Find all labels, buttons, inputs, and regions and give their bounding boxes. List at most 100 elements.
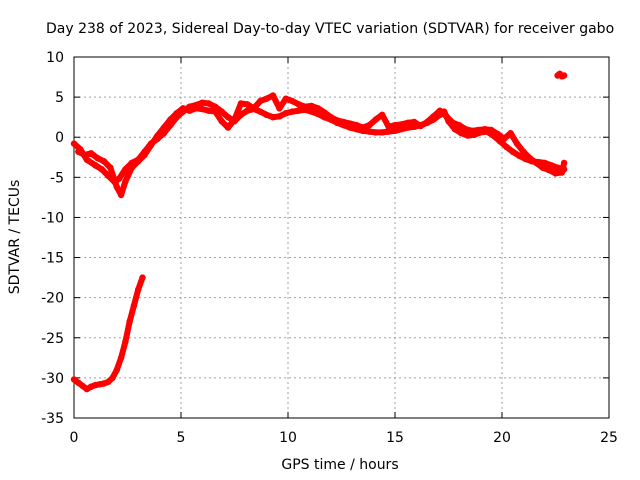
data-point xyxy=(468,127,476,134)
data-point xyxy=(449,119,456,127)
y-tick-label: -20 xyxy=(41,291,64,307)
x-tick-label: 20 xyxy=(493,430,511,446)
data-point xyxy=(269,114,277,121)
data-point xyxy=(385,128,392,135)
data-point xyxy=(500,135,508,142)
data-point xyxy=(122,178,129,185)
data-point xyxy=(237,100,245,107)
data-point xyxy=(75,148,82,155)
data-point xyxy=(130,302,138,309)
data-point xyxy=(385,123,392,130)
y-tick-label: -5 xyxy=(50,170,64,186)
data-point xyxy=(513,140,521,147)
data-point xyxy=(70,140,78,147)
data-point xyxy=(548,162,555,169)
y-tick-labels: -35 -30 -25 -20 -15 -10 -5 0 5 10 xyxy=(41,50,64,427)
series-line xyxy=(71,274,146,393)
data-point xyxy=(276,113,283,120)
data-point xyxy=(218,118,225,125)
data-point xyxy=(507,130,514,137)
x-tick-label: 25 xyxy=(600,430,618,446)
data-point xyxy=(308,108,315,115)
y-axis-label: SDTVAR / TECUs xyxy=(7,180,23,295)
gridlines xyxy=(74,57,609,418)
data-point xyxy=(269,92,277,99)
x-tick-label: 10 xyxy=(279,430,297,446)
data-point xyxy=(509,148,516,155)
data-point xyxy=(359,124,367,131)
data-point xyxy=(560,159,568,167)
data-point xyxy=(558,169,566,176)
data-point xyxy=(526,154,533,162)
data-point xyxy=(334,117,341,124)
data-point xyxy=(379,129,386,136)
y-tick-label: 5 xyxy=(55,90,64,106)
data-point xyxy=(346,120,354,127)
data-point xyxy=(436,107,444,114)
data-point xyxy=(141,151,148,159)
data-point xyxy=(545,166,553,174)
data-point xyxy=(212,108,219,115)
data-point xyxy=(224,114,232,121)
data-point xyxy=(98,166,106,173)
y-tick-label: -25 xyxy=(41,331,64,347)
y-tick-label: -10 xyxy=(41,210,64,226)
x-tick-label: 0 xyxy=(70,430,79,446)
x-axis-label: GPS time / hours xyxy=(281,457,398,473)
data-point xyxy=(199,105,206,113)
data-point xyxy=(327,114,334,121)
data-point xyxy=(100,158,108,165)
data-point xyxy=(458,130,465,137)
data-point xyxy=(257,108,264,115)
data-point xyxy=(391,122,399,129)
data-point xyxy=(314,105,322,112)
data-point xyxy=(205,100,212,107)
data-point xyxy=(456,122,463,129)
data-point xyxy=(308,102,315,110)
data-point xyxy=(560,72,568,79)
y-tick-label: 10 xyxy=(46,50,64,66)
data-point xyxy=(379,111,386,119)
data-point xyxy=(301,103,309,110)
data-point xyxy=(552,170,559,177)
data-point xyxy=(92,162,99,169)
data-point xyxy=(154,132,161,139)
data-point xyxy=(515,152,523,159)
data-point xyxy=(411,118,418,126)
data-point xyxy=(475,126,482,134)
data-point xyxy=(135,158,142,165)
data-point xyxy=(186,107,193,114)
data-point xyxy=(113,183,121,191)
data-point xyxy=(81,151,88,159)
data-point xyxy=(488,126,495,134)
y-tick-label: 0 xyxy=(55,130,64,146)
data-point xyxy=(199,99,206,106)
chart-title: Day 238 of 2023, Sidereal Day-to-day VTE… xyxy=(46,21,614,37)
x-tick-labels: 0 5 10 15 20 25 xyxy=(70,430,618,446)
data-point xyxy=(462,126,469,133)
data-point xyxy=(503,143,510,150)
y-tick-label: -15 xyxy=(41,251,64,267)
data-point xyxy=(276,105,283,112)
data-point xyxy=(173,110,180,117)
data-point xyxy=(83,156,91,163)
data-point xyxy=(94,154,101,162)
data-point xyxy=(105,378,112,386)
data-point xyxy=(417,122,424,130)
data-point xyxy=(289,108,296,115)
data-point xyxy=(205,107,212,114)
x-tick-label: 15 xyxy=(386,430,404,446)
data-point xyxy=(87,150,95,157)
y-tick-label: -30 xyxy=(41,371,64,387)
data-point xyxy=(372,116,379,123)
data-point xyxy=(295,107,302,114)
data-point xyxy=(139,274,146,281)
data-point xyxy=(179,105,187,112)
data-point xyxy=(353,122,360,129)
data-point xyxy=(554,164,561,171)
data-point xyxy=(167,116,174,123)
data-point xyxy=(109,374,116,382)
data-point xyxy=(117,191,125,199)
data-point xyxy=(423,118,431,126)
data-point xyxy=(295,101,302,108)
